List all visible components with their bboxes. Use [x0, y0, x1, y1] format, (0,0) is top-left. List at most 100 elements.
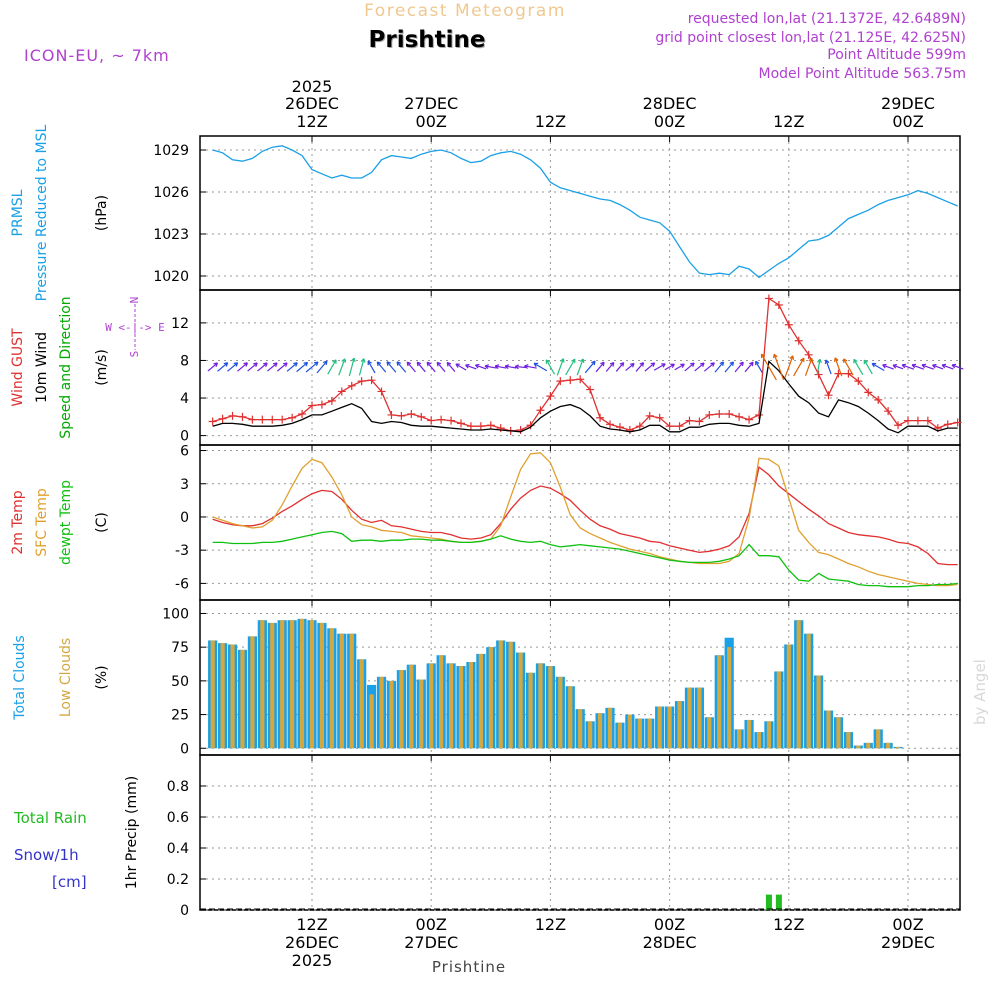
- low-clouds-bar: [568, 686, 573, 749]
- wind-arrow-head: [661, 363, 666, 368]
- gust-marker: [208, 417, 217, 426]
- wind-direction-arrow: [871, 363, 885, 372]
- wind-arrow-head: [710, 362, 715, 367]
- panel-4: 0 25 50 75 100 (%) Total Clouds Low Clouds: [12, 599, 961, 757]
- wind-arrow-head: [755, 360, 760, 366]
- low-clouds-bar: [866, 742, 871, 749]
- bottom-day-label: 26DEC: [285, 933, 339, 952]
- gust-marker: [447, 416, 456, 425]
- gust-marker: [556, 377, 565, 386]
- wind-direction-arrow: [505, 365, 517, 369]
- wind-direction-arrow: [911, 364, 925, 370]
- gust-marker: [457, 419, 465, 428]
- panel-frame: [199, 444, 961, 601]
- top-hour-label: 12Z: [296, 112, 327, 131]
- low-clouds-bar: [349, 633, 354, 749]
- gust-marker: [685, 416, 694, 425]
- wind-arrow-head: [600, 361, 605, 367]
- wind-arrow-head: [760, 353, 766, 359]
- wind-direction-arrow: [305, 361, 319, 373]
- gust-marker: [347, 381, 356, 390]
- wind-arrow-head: [406, 361, 412, 367]
- wind-arrow-head: [921, 363, 927, 369]
- panel-side-label: PRMSL: [10, 189, 26, 236]
- top-hour-label: 00Z: [416, 112, 447, 131]
- wind-arrow-head: [833, 357, 839, 362]
- low-clouds-bar: [429, 663, 434, 749]
- wind-direction-arrow: [584, 360, 596, 374]
- wind-arrow-head: [484, 364, 489, 369]
- low-clouds-bar: [558, 676, 563, 749]
- y-tick-label: 0: [180, 510, 189, 526]
- y-tick-label: 75: [171, 640, 189, 656]
- wind-direction-arrow: [533, 362, 548, 372]
- wind-direction-arrow: [327, 359, 337, 375]
- low-clouds-bar: [528, 672, 533, 749]
- gust-marker: [913, 416, 922, 425]
- wind-arrow-head: [853, 358, 858, 364]
- low-clouds-bar: [369, 694, 374, 749]
- compass-rose: W <-|-> E N S: [105, 297, 165, 358]
- panel-side-label: Wind GUST: [10, 328, 26, 407]
- bottom-hour-label: 12Z: [296, 915, 327, 934]
- low-clouds-bar: [607, 707, 613, 749]
- gust-marker: [238, 412, 247, 421]
- gust-marker: [476, 422, 485, 431]
- gust-marker: [317, 400, 326, 409]
- series-line-10m-wind: [212, 360, 958, 434]
- panel-side-label: Speed and Direction: [58, 296, 74, 438]
- wind-arrow-head: [700, 362, 705, 368]
- low-clouds-bar: [627, 714, 632, 749]
- wind-arrow-head: [504, 364, 510, 370]
- gust-marker: [268, 415, 277, 424]
- wind-direction-arrow: [744, 361, 754, 373]
- low-clouds-bar: [687, 687, 692, 749]
- gust-marker: [586, 385, 595, 394]
- wind-arrow-head: [871, 362, 877, 368]
- wind-arrow-head: [619, 362, 625, 367]
- low-clouds-bar: [210, 640, 215, 749]
- y-tick-label: 0.4: [167, 841, 189, 857]
- wind-direction-arrow: [941, 364, 954, 370]
- y-tick-label: 12: [171, 316, 189, 332]
- wind-direction-arrow: [376, 361, 387, 373]
- gust-marker: [894, 421, 903, 430]
- wind-arrow-head: [639, 362, 645, 367]
- wind-arrow-head: [533, 362, 539, 368]
- top-hour-label: 00Z: [654, 112, 685, 131]
- panel-frame: [199, 754, 961, 911]
- wind-direction-arrow: [755, 360, 763, 374]
- wind-arrow-head: [367, 360, 372, 366]
- wind-arrow-head: [494, 364, 500, 369]
- wind-direction-arrow: [605, 362, 615, 372]
- wind-direction-arrow: [834, 357, 843, 377]
- bottom-hour-label: 12Z: [535, 915, 566, 934]
- panel-3: -6 -3 0 3 6 (C) 2m Temp SFC Temp dewpt Temp: [10, 444, 961, 601]
- low-clouds-bar: [280, 620, 285, 749]
- gust-marker: [496, 424, 505, 433]
- series-line-dewpt-temp: [212, 530, 958, 588]
- wind-arrow-head: [559, 358, 565, 363]
- panel-side-label: Total Clouds: [12, 635, 28, 720]
- y-tick-label: 8: [180, 353, 189, 369]
- panel-1: 1020 1023 1026 1029 (hPa) PRMSL Pressure Reduc…: [10, 124, 961, 301]
- rain-bar: [775, 894, 782, 910]
- low-clouds-bar: [737, 729, 742, 749]
- wind-arrow-head: [719, 361, 725, 366]
- low-clouds-bar: [836, 717, 841, 749]
- wind-direction-arrow: [247, 362, 258, 372]
- low-clouds-bar: [826, 710, 831, 749]
- wind-arrow-head: [386, 361, 391, 366]
- low-clouds-bar: [895, 746, 901, 749]
- wind-direction-arrow: [724, 361, 734, 373]
- bottom-day-label: 29DEC: [881, 933, 935, 952]
- wind-direction-arrow: [882, 364, 894, 370]
- low-clouds-bar: [707, 717, 712, 749]
- low-clouds-bar: [766, 721, 772, 749]
- low-clouds-bar: [409, 664, 414, 749]
- wind-direction-arrow: [863, 359, 873, 375]
- gust-marker: [755, 410, 763, 419]
- low-clouds-bar: [886, 742, 891, 749]
